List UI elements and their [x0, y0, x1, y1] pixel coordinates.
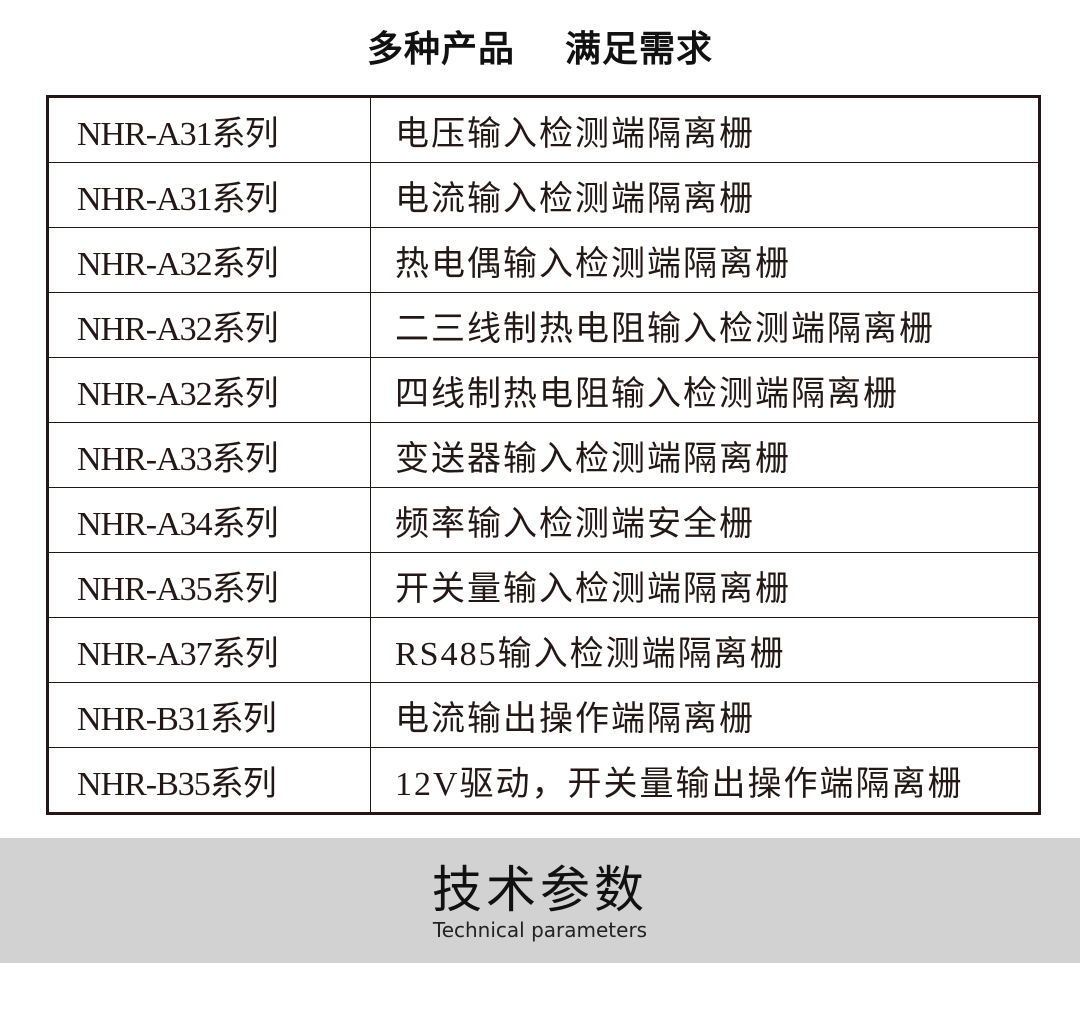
table-row: NHR-A31系列 电流输入检测端隔离栅	[47, 162, 1040, 228]
description-cell: 热电偶输入检测端隔离栅	[370, 227, 1040, 293]
description-cell: 四线制热电阻输入检测端隔离栅	[370, 357, 1040, 423]
table-row: NHR-A35系列 开关量输入检测端隔离栅	[47, 552, 1040, 618]
series-cell: NHR-A31系列	[47, 96, 371, 163]
title-part-1: 多种产品	[366, 29, 515, 70]
series-cell: NHR-A33系列	[47, 422, 371, 488]
description-cell: 电流输入检测端隔离栅	[370, 162, 1040, 228]
series-cell: NHR-A32系列	[47, 357, 371, 423]
section-banner: 技术参数 Technical parameters	[0, 838, 1080, 963]
series-cell: NHR-A35系列	[47, 552, 371, 618]
series-cell: NHR-B35系列	[47, 747, 371, 814]
description-cell: 开关量输入检测端隔离栅	[370, 552, 1040, 618]
section-subtitle: Technical parameters	[432, 918, 648, 942]
description-cell: 电流输出操作端隔离栅	[370, 682, 1040, 748]
series-cell: NHR-B31系列	[47, 682, 371, 748]
description-cell: 电压输入检测端隔离栅	[370, 96, 1040, 163]
page-title: 多种产品 满足需求	[0, 20, 1080, 72]
table-row: NHR-A32系列 二三线制热电阻输入检测端隔离栅	[47, 292, 1040, 358]
description-cell: 12V驱动，开关量输出操作端隔离栅	[370, 747, 1040, 814]
series-cell: NHR-A37系列	[47, 617, 371, 683]
table-row: NHR-B31系列 电流输出操作端隔离栅	[47, 682, 1040, 748]
description-cell: 二三线制热电阻输入检测端隔离栅	[370, 292, 1040, 358]
section-title: 技术参数	[432, 861, 648, 919]
table-row: NHR-A32系列 四线制热电阻输入检测端隔离栅	[47, 357, 1040, 423]
series-cell: NHR-A32系列	[47, 227, 371, 293]
description-cell: RS485输入检测端隔离栅	[370, 617, 1040, 683]
description-cell: 频率输入检测端安全栅	[370, 487, 1040, 553]
table-row: NHR-A32系列 热电偶输入检测端隔离栅	[47, 227, 1040, 293]
table-row: NHR-A31系列 电压输入检测端隔离栅	[47, 96, 1040, 163]
product-table: NHR-A31系列 电压输入检测端隔离栅 NHR-A31系列 电流输入检测端隔离栅 NH…	[46, 95, 1041, 815]
title-part-2: 满足需求	[565, 29, 714, 70]
series-cell: NHR-A31系列	[47, 162, 371, 228]
table-row: NHR-B35系列 12V驱动，开关量输出操作端隔离栅	[47, 747, 1040, 814]
series-cell: NHR-A34系列	[47, 487, 371, 553]
table-row: NHR-A37系列 RS485输入检测端隔离栅	[47, 617, 1040, 683]
table-row: NHR-A34系列 频率输入检测端安全栅	[47, 487, 1040, 553]
description-cell: 变送器输入检测端隔离栅	[370, 422, 1040, 488]
series-cell: NHR-A32系列	[47, 292, 371, 358]
table-row: NHR-A33系列 变送器输入检测端隔离栅	[47, 422, 1040, 488]
